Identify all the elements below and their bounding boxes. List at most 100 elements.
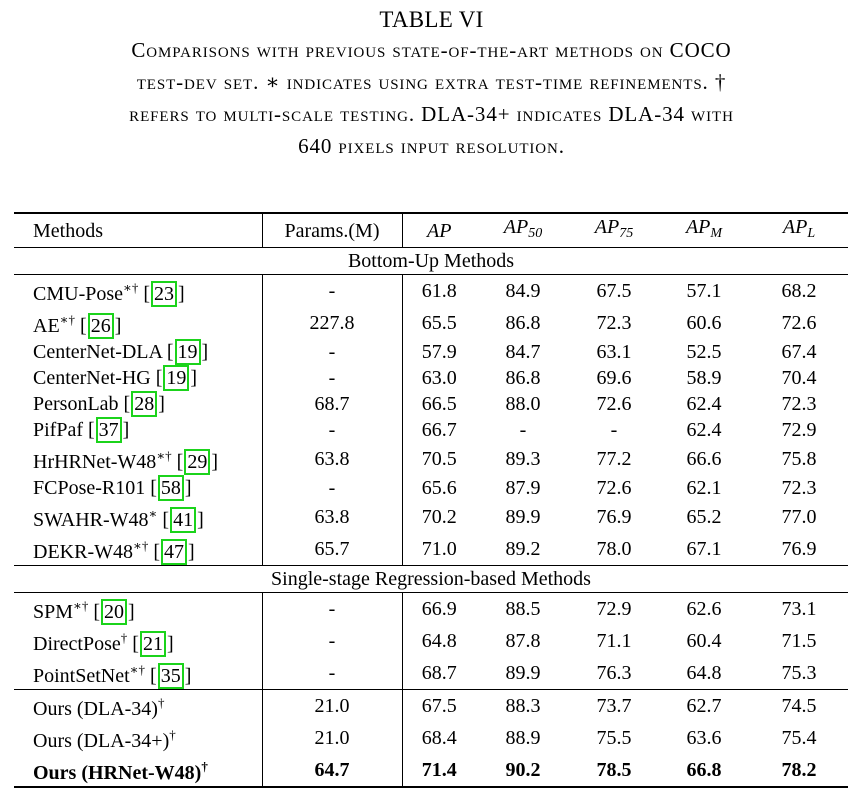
table-header-row: Methods Params.(M) AP AP50 AP75 APM APL [14, 212, 848, 248]
apm-cell: 62.4 [686, 393, 722, 415]
method-name: CenterNet-DLA [33, 341, 162, 363]
params-cell: - [262, 339, 403, 365]
section-title: Bottom-Up Methods [14, 247, 848, 275]
params-cell: - [262, 365, 403, 391]
section-row-bottom-up: Bottom-Up Methods [14, 247, 848, 275]
ap-subscript: L [807, 226, 816, 241]
params-cell: - [262, 475, 403, 501]
method-cell: PersonLab [28] [14, 391, 263, 417]
params-cell: - [262, 274, 403, 307]
ap-cell: 71.0 [421, 538, 457, 560]
table-row: CenterNet-HG [19] -63.0 86.8 69.6 58.9 70.4 [14, 365, 848, 391]
method-cell: PifPaf [37] [14, 417, 263, 443]
apm-cell: 62.4 [686, 419, 722, 441]
method-marks: † [201, 759, 208, 774]
citation-link[interactable]: 58 [157, 475, 184, 501]
results-table: Methods Params.(M) AP AP50 AP75 APM APL … [14, 212, 848, 788]
ap75-cell: 63.1 [596, 341, 632, 363]
ap50-cell: 87.8 [505, 630, 541, 652]
citation-link[interactable]: 47 [161, 539, 187, 565]
apm-cell: 65.2 [686, 506, 722, 528]
citation-link[interactable]: 19 [163, 365, 190, 391]
table-row: SWAHR-W48∗ [41] 63.8 70.2 89.9 76.9 65.2 77.0 [14, 501, 848, 533]
citation-link[interactable]: 28 [131, 391, 158, 417]
caption-line: Comparisons with previous state-of-the-a… [131, 38, 732, 62]
apl-cell: 74.5 [750, 689, 848, 722]
ap-subscript: 50 [528, 226, 543, 241]
apl-cell: 75.8 [781, 448, 817, 470]
apl-cell: 71.5 [781, 630, 817, 652]
section-title: Single-stage Regression-based Methods [14, 565, 848, 593]
table-row: CMU-Pose∗† [23] -61.8 84.9 67.5 57.1 68.2 [14, 274, 848, 307]
method-marks: ∗ [148, 506, 158, 521]
apl-cell: 72.9 [781, 419, 817, 441]
method-marks: ∗† [59, 312, 76, 327]
ap75-cell: 72.9 [596, 598, 632, 620]
ap-label: AP [594, 216, 620, 238]
params-cell: 68.7 [262, 391, 403, 417]
method-cell: PointSetNet∗† [35] [14, 657, 263, 690]
ap-cell: 63.0 [421, 367, 457, 389]
method-name: DirectPose [33, 633, 121, 655]
apm-cell: 63.6 [686, 727, 722, 749]
ap-cell: 66.9 [421, 598, 457, 620]
method-name: SPM [33, 601, 74, 623]
method-cell: FCPose-R101 [58] [14, 475, 263, 501]
method-cell: Ours (HRNet-W48)† [14, 754, 263, 788]
apm-cell: 67.1 [686, 538, 722, 560]
method-marks: ∗† [132, 538, 149, 553]
ap50-cell: 89.2 [505, 538, 541, 560]
method-name: DEKR-W48 [33, 541, 133, 563]
ap50-cell: 88.5 [505, 598, 541, 620]
method-name: AE [33, 315, 60, 337]
citation-link[interactable]: 20 [101, 599, 128, 625]
ap-cell: 71.4 [402, 754, 476, 788]
apl-cell: 76.9 [781, 538, 817, 560]
method-name: PifPaf [33, 419, 83, 441]
ap-subscript: 75 [619, 226, 634, 241]
method-name: CMU-Pose [33, 283, 124, 305]
ap50-cell: 88.9 [505, 727, 541, 749]
ap-label: AP [782, 216, 808, 238]
params-cell: 64.7 [262, 754, 403, 788]
table-row: DirectPose† [21] -64.8 87.8 71.1 60.4 71.5 [14, 625, 848, 657]
header-params: Params.(M) [262, 212, 403, 248]
method-name: SWAHR-W48 [33, 509, 149, 531]
citation-link[interactable]: 21 [139, 631, 166, 657]
apl-cell: 77.0 [781, 506, 817, 528]
apm-cell: 60.6 [686, 312, 722, 334]
ap50-cell: 87.9 [505, 477, 541, 499]
method-cell: SWAHR-W48∗ [41] [14, 501, 263, 533]
apl-cell: 67.4 [781, 341, 817, 363]
ap75-cell: 78.0 [596, 538, 632, 560]
ap50-cell: 89.3 [505, 448, 541, 470]
params-cell: - [262, 625, 403, 657]
apl-cell: 75.3 [781, 662, 817, 684]
params-cell: 65.7 [262, 533, 403, 566]
method-marks: † [120, 630, 128, 645]
ap-cell: 66.7 [421, 419, 457, 441]
table-number: TABLE VI [379, 7, 484, 32]
table-row: Ours (DLA-34+)† 21.0 68.4 88.9 75.5 63.6 75.4 [14, 722, 848, 754]
ap75-cell: - [610, 419, 618, 441]
citation-link[interactable]: 41 [170, 507, 197, 533]
method-cell: DirectPose† [21] [14, 625, 263, 657]
ap75-cell: 67.5 [596, 280, 632, 302]
method-name: FCPose-R101 [33, 477, 146, 499]
citation-link[interactable]: 19 [174, 339, 201, 365]
citation-link[interactable]: 29 [184, 449, 211, 475]
citation-link[interactable]: 35 [157, 663, 184, 689]
apm-cell: 58.9 [686, 367, 722, 389]
apm-cell: 66.8 [658, 754, 750, 788]
citation-link[interactable]: 23 [151, 281, 178, 307]
citation-link[interactable]: 37 [95, 417, 122, 443]
ap50-cell: 88.0 [505, 393, 541, 415]
method-cell: Ours (DLA-34)† [14, 689, 263, 722]
citation-link[interactable]: 26 [87, 313, 114, 339]
params-cell: - [262, 657, 403, 690]
params-cell: 21.0 [262, 722, 403, 754]
ap50-cell: 86.8 [505, 367, 541, 389]
apm-cell: 60.4 [686, 630, 722, 652]
header-apl: APL [750, 212, 848, 248]
method-marks: ∗† [73, 598, 89, 613]
